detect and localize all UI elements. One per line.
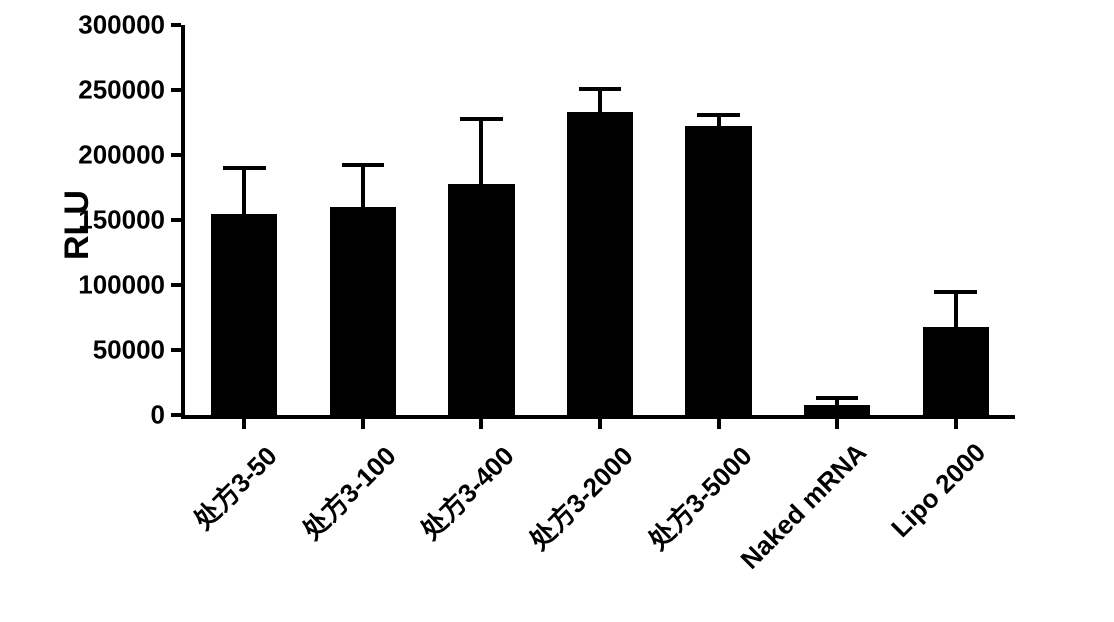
y-tick-mark [171, 413, 181, 417]
error-cap [697, 113, 740, 117]
bar [685, 126, 751, 415]
x-tick-mark [954, 419, 958, 429]
y-tick-label: 250000 [0, 75, 165, 106]
bar [211, 214, 277, 416]
x-tick-mark [717, 419, 721, 429]
error-bar [954, 292, 958, 327]
error-cap [342, 163, 385, 167]
error-cap [934, 290, 977, 294]
bar [330, 207, 396, 415]
error-cap [223, 166, 266, 170]
error-bar [242, 168, 246, 214]
x-tick-mark [835, 419, 839, 429]
error-bar [361, 165, 365, 207]
x-tick-mark [361, 419, 365, 429]
y-tick-mark [171, 153, 181, 157]
error-cap [816, 396, 859, 400]
y-tick-mark [171, 348, 181, 352]
y-tick-label: 200000 [0, 140, 165, 171]
x-tick-mark [479, 419, 483, 429]
y-tick-mark [171, 283, 181, 287]
x-tick-mark [598, 419, 602, 429]
bar [567, 112, 633, 415]
y-tick-label: 50000 [0, 335, 165, 366]
y-tick-label: 150000 [0, 205, 165, 236]
y-tick-mark [171, 88, 181, 92]
x-tick-mark [242, 419, 246, 429]
y-tick-mark [171, 218, 181, 222]
bar [448, 184, 514, 415]
error-cap [460, 117, 503, 121]
error-bar [479, 119, 483, 184]
y-tick-label: 100000 [0, 270, 165, 301]
bar-chart: RLU 050000100000150000200000250000300000… [0, 0, 1114, 622]
error-bar [598, 89, 602, 112]
error-cap [579, 87, 622, 91]
y-tick-mark [171, 23, 181, 27]
bar [804, 405, 870, 415]
y-tick-label: 300000 [0, 10, 165, 41]
y-axis [181, 25, 185, 419]
bar [923, 327, 989, 415]
y-tick-label: 0 [0, 400, 165, 431]
